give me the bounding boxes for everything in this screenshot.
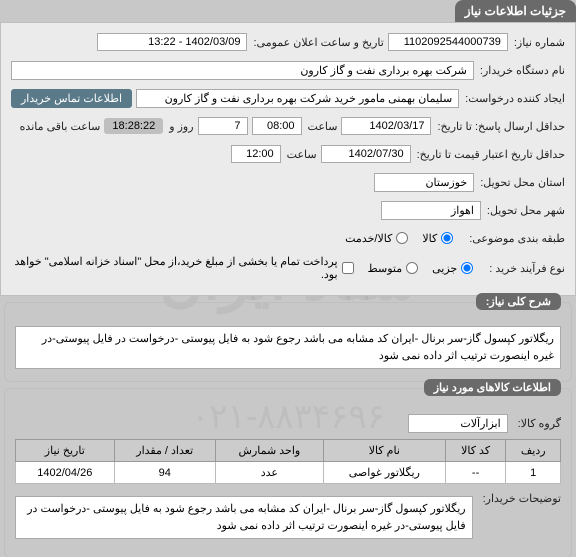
province-value: خوزستان	[374, 173, 474, 192]
th-row: ردیف	[506, 440, 561, 462]
days-and-label: روز و	[167, 120, 193, 133]
desc-panel-title: شرح کلی نیاز:	[476, 293, 561, 310]
announce-value: 1402/03/09 - 13:22	[97, 33, 247, 51]
panel-title: جزئیات اطلاعات نیاز	[455, 0, 576, 22]
city-value: اهواز	[381, 201, 481, 220]
need-description: ریگلاتور کپسول گاز-سر برنال -ایران کد مش…	[15, 326, 561, 369]
remaining-label: ساعت باقی مانده	[18, 120, 101, 133]
days-remaining: 7	[198, 117, 248, 135]
need-details-window: ستاد ایران ۰۲۱-۸۸۳۴۶۹۶ جزئیات اطلاعات نی…	[0, 0, 576, 557]
proc-medium-radio[interactable]: متوسط	[368, 262, 419, 275]
buyer-notes-label: توضیحات خریدار:	[481, 492, 561, 505]
cell-qty: 94	[114, 462, 215, 484]
cell-unit: عدد	[215, 462, 323, 484]
process-label: نوع فرآیند خرید :	[487, 262, 565, 275]
valid-date: 1402/07/30	[321, 145, 411, 163]
th-date: تاریخ نیاز	[16, 440, 115, 462]
group-label: گروه کالا:	[516, 417, 561, 430]
buyer-notes-text: ریگلاتور کپسول گاز-سر برنال -ایران کد مش…	[15, 496, 473, 539]
deadline-label: حداقل ارسال پاسخ: تا تاریخ:	[435, 120, 565, 133]
buyer-org-value: شرکت بهره برداری نفت و گاز کارون	[11, 61, 474, 80]
items-panel-title: اطلاعات کالاهای مورد نیاز	[424, 379, 561, 396]
valid-label: حداقل تاریخ اعتبار قیمت تا تاریخ:	[415, 148, 565, 161]
countdown-timer: 18:28:22	[104, 118, 163, 134]
time-label-1: ساعت	[306, 120, 338, 133]
creator-value: سلیمان بهمنی مامور خرید شرکت بهره برداری…	[136, 89, 459, 108]
cell-date: 1402/04/26	[16, 462, 115, 484]
cat-goods-radio[interactable]: کالا	[422, 232, 453, 245]
cell-name: ریگلاتور غواصی	[323, 462, 445, 484]
valid-time: 12:00	[231, 145, 281, 163]
th-qty: تعداد / مقدار	[114, 440, 215, 462]
category-label: طبقه بندی موضوعی:	[467, 232, 565, 245]
cell-idx: 1	[506, 462, 561, 484]
buyer-org-label: نام دستگاه خریدار:	[478, 64, 565, 77]
partial-pay-checkbox[interactable]: پرداخت تمام یا بخشی از مبلغ خرید،از محل …	[11, 255, 354, 281]
need-no-value: 1102092544000739	[388, 33, 508, 51]
contact-buyer-button[interactable]: اطلاعات تماس خریدار	[11, 89, 132, 108]
creator-label: ایجاد کننده درخواست:	[463, 92, 565, 105]
th-unit: واحد شمارش	[215, 440, 323, 462]
table-row[interactable]: 1 -- ریگلاتور غواصی عدد 94 1402/04/26	[16, 462, 561, 484]
th-name: نام کالا	[323, 440, 445, 462]
cat-service-radio[interactable]: کالا/خدمت	[345, 232, 408, 245]
deadline-date: 1402/03/17	[341, 117, 431, 135]
cell-code: --	[445, 462, 506, 484]
items-table: ردیف کد کالا نام کالا واحد شمارش تعداد /…	[15, 439, 561, 484]
province-label: استان محل تحویل:	[478, 176, 565, 189]
th-code: کد کالا	[445, 440, 506, 462]
need-no-label: شماره نیاز:	[512, 36, 565, 49]
time-label-2: ساعت	[285, 148, 317, 161]
deadline-time: 08:00	[252, 117, 302, 135]
group-value: ابزارآلات	[408, 414, 508, 433]
announce-label: تاریخ و ساعت اعلان عمومی:	[251, 36, 383, 49]
city-label: شهر محل تحویل:	[485, 204, 565, 217]
proc-partial-radio[interactable]: جزیی	[432, 262, 473, 275]
